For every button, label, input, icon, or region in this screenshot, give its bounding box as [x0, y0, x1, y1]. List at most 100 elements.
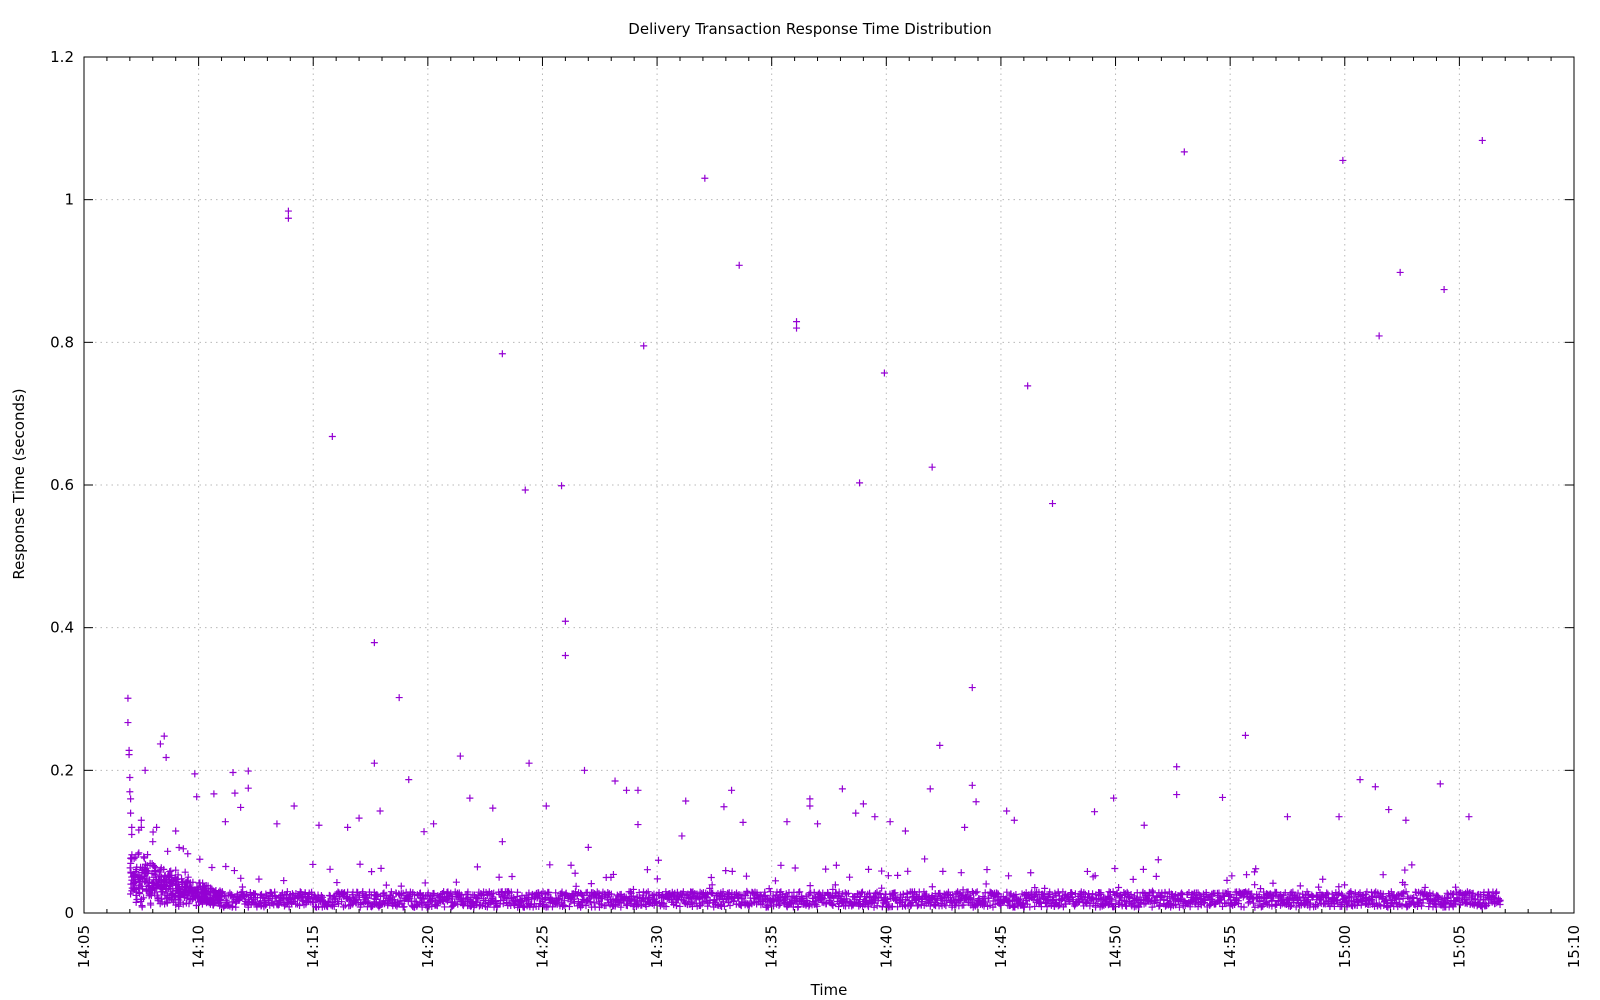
data-point — [1240, 903, 1248, 911]
data-point — [1154, 856, 1162, 864]
data-point — [749, 890, 757, 898]
data-point — [368, 868, 376, 876]
data-point — [777, 888, 785, 896]
data-point — [1127, 891, 1135, 899]
data-point — [983, 866, 991, 874]
data-point — [184, 850, 192, 858]
data-point — [447, 889, 455, 897]
data-point — [218, 888, 226, 896]
data-point — [285, 903, 293, 911]
data-point — [846, 873, 854, 881]
data-point-outlier — [1219, 793, 1227, 801]
data-point — [152, 867, 160, 875]
data-point — [806, 882, 814, 890]
data-point-outlier — [210, 790, 218, 798]
data-point — [1016, 895, 1024, 903]
data-point — [726, 901, 734, 909]
data-point — [144, 882, 152, 890]
data-point — [309, 898, 317, 906]
data-point — [1139, 865, 1147, 873]
data-point — [127, 859, 135, 867]
y-tick-label: 0.4 — [50, 619, 74, 637]
data-point — [587, 898, 595, 906]
data-point — [296, 888, 304, 896]
data-point — [149, 828, 157, 836]
data-point-outlier — [936, 741, 944, 749]
data-point — [1357, 901, 1365, 909]
data-point — [1399, 895, 1407, 903]
data-point-outlier — [783, 818, 791, 826]
data-point — [1401, 881, 1409, 889]
data-point — [742, 872, 750, 880]
data-point — [172, 901, 180, 909]
data-point-outlier — [561, 651, 569, 659]
data-point — [676, 902, 684, 910]
data-point — [1026, 903, 1034, 911]
data-point — [428, 902, 436, 910]
data-point-outlier — [728, 786, 736, 794]
data-point — [939, 867, 947, 875]
data-point — [956, 896, 964, 904]
tick-layer — [83, 56, 1575, 914]
data-point — [876, 889, 884, 897]
data-point-outlier — [961, 823, 969, 831]
data-point — [722, 867, 730, 875]
data-point — [148, 879, 156, 887]
data-point — [452, 878, 460, 886]
data-point — [704, 890, 712, 898]
data-point-outlier — [886, 818, 894, 826]
data-point — [1140, 900, 1148, 908]
data-point — [807, 889, 815, 897]
data-point-outlier — [640, 342, 648, 350]
data-point — [609, 870, 617, 878]
data-point — [1260, 888, 1268, 896]
data-point — [565, 903, 573, 911]
data-point-outlier — [127, 795, 135, 803]
data-point — [147, 901, 155, 909]
data-point — [493, 903, 501, 911]
data-point-outlier — [928, 463, 936, 471]
data-point-outlier — [972, 798, 980, 806]
data-point-outlier — [160, 732, 168, 740]
data-point-outlier — [968, 781, 976, 789]
data-point — [1315, 883, 1323, 891]
data-point-outlier — [806, 802, 814, 810]
data-point — [1343, 899, 1351, 907]
data-point — [144, 851, 152, 859]
data-point-outlier — [1396, 268, 1404, 276]
data-point — [443, 897, 451, 905]
data-point — [936, 889, 944, 897]
data-point-outlier — [405, 776, 413, 784]
data-point — [865, 865, 873, 873]
data-point — [390, 896, 398, 904]
data-point — [554, 895, 562, 903]
data-point — [525, 889, 533, 897]
grid-layer — [84, 57, 1574, 913]
data-point — [1226, 890, 1234, 898]
x-tick-label: 14:05 — [75, 925, 93, 968]
data-point — [578, 901, 586, 909]
data-point — [489, 893, 497, 901]
data-point-outlier — [395, 694, 403, 702]
data-point — [1178, 889, 1186, 897]
data-point — [559, 901, 567, 909]
data-point — [399, 889, 407, 897]
data-point — [1395, 895, 1403, 903]
data-point — [208, 863, 216, 871]
data-point — [1417, 902, 1425, 910]
data-point — [832, 861, 840, 869]
data-point — [1332, 896, 1340, 904]
data-point — [1056, 901, 1064, 909]
data-point — [1054, 902, 1062, 910]
data-point-outlier — [156, 740, 164, 748]
data-point — [356, 860, 364, 868]
data-point — [1375, 901, 1383, 909]
data-point — [1269, 893, 1277, 901]
x-tick-label: 14:15 — [304, 925, 322, 968]
data-point — [1404, 893, 1412, 901]
data-point — [1048, 897, 1056, 905]
data-point — [217, 898, 225, 906]
data-point — [928, 883, 936, 891]
data-point — [644, 888, 652, 896]
data-point — [440, 903, 448, 911]
